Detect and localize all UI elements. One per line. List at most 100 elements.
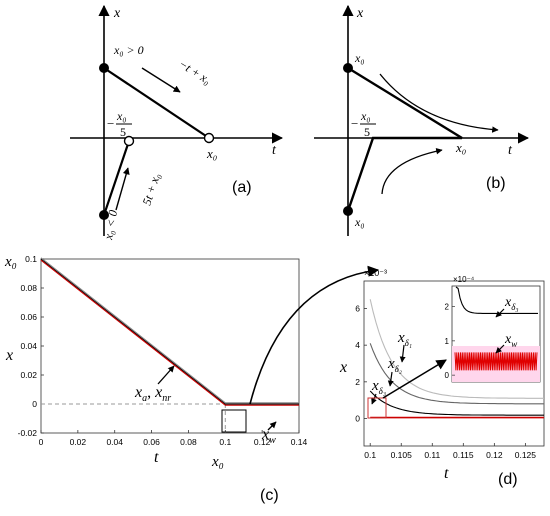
panel-a: x t x₀ > 0 x₀ < 0 −t + x₀ 5t + x₀ − x₀ 5…: [70, 4, 284, 242]
panel-c-ytick-label: 0.08: [20, 283, 37, 293]
panel-a-upper-arrow: [141, 67, 181, 93]
panel-c-y-label: x: [5, 347, 13, 364]
panel-a-t-label: t: [272, 143, 277, 158]
panel-a-frac-num: x₀: [116, 109, 127, 123]
panel-b-lower-line: [346, 136, 462, 212]
panel-b-frac-num: x₀: [360, 109, 371, 123]
panel-b-lower-curve-arrow: [381, 148, 443, 195]
panel-b: x t x₀ x₀ − x₀ 5 x₀ (b): [314, 4, 530, 236]
panel-d-xtick-label: 0.11: [424, 450, 440, 460]
panel-d-annotation-d2: xδ₂: [387, 356, 402, 374]
panel-a-lower-line: [102, 140, 131, 216]
panel-a-lower-arrow: [115, 167, 130, 211]
panel-b-upper-curve-arrow: [379, 73, 499, 133]
panel-d-annotation-d1: xδ₁: [397, 330, 412, 348]
panel-d-series-x-delta3: [369, 390, 544, 416]
panel-b-t-label: t: [508, 143, 513, 158]
panel-c-ytick-label: 0: [32, 399, 37, 409]
panel-c-zoom-box: [221, 409, 247, 433]
panel-d-inset-exponent: ×10⁻⁴: [453, 275, 475, 284]
panel-a-lower-end-dot: [123, 135, 135, 147]
panel-a-upper-end-dot: [203, 132, 215, 144]
panel-c-ytick-label: 0.04: [20, 341, 37, 351]
panel-d: 0.1 0.105 0.11 0.115 0.12 0.125 0 2 4 6 ×10⁻³ x t…: [339, 268, 545, 488]
panel-b-frac-minus: −: [351, 116, 358, 131]
panel-a-upper-start-dot: [99, 63, 109, 73]
panel-a-lower-expression: 5t + x₀: [140, 171, 163, 207]
panel-b-frac-den: 5: [364, 125, 370, 139]
panel-a-upper-expression: −t + x₀: [176, 57, 213, 87]
panel-c-xtick-label: 0: [39, 437, 44, 447]
panel-c-ytick-label: 0.06: [20, 312, 37, 322]
panel-c-xtick-label: 0.12: [254, 437, 271, 447]
panel-d-annotation-d3: xδ₃: [371, 378, 386, 396]
panel-c-ytick-label: -0.02: [18, 428, 38, 438]
panel-d-inset-w-label: xw: [504, 332, 517, 349]
panel-c-ticks: 0 0.02 0.04 0.06 0.08 0.1 0.12 0.14-0.0200.020.…: [18, 254, 308, 447]
panel-c-caption: (c): [260, 487, 279, 504]
panel-d-series-x-delta1: [369, 299, 544, 399]
panel-d-ytick-label: 0: [355, 414, 360, 424]
panel-a-upper-line: [103, 67, 210, 139]
panel-d-inset-ytick-label: 1: [445, 337, 450, 346]
panel-c-series: [40, 257, 299, 406]
panel-d-ticks: 0.1 0.105 0.11 0.115 0.12 0.125 0 2 4 6: [355, 304, 536, 461]
panel-d-ytick-label: 4: [355, 340, 360, 350]
panel-a-x0-tick: x₀: [206, 146, 217, 161]
panel-c-annotation-xw: xw: [261, 426, 276, 446]
panel-d-d3-arrow: [371, 393, 377, 405]
panel-d-inset-w-arrow: [495, 344, 505, 354]
panel-c-xtick-label: 0.02: [70, 437, 87, 447]
panel-d-d2-arrow: [387, 371, 394, 387]
panel-d-y-label: x: [339, 359, 347, 376]
panel-b-x0-tick: x₀: [455, 140, 466, 155]
panel-d-xtick-label: 0.12: [486, 450, 503, 460]
panel-a-frac-minus: −: [107, 116, 114, 131]
panel-c-xtick-label: 0.1: [219, 437, 231, 447]
panel-b-top-label: x₀: [354, 51, 365, 65]
panel-a-lower-start-dot: [99, 210, 109, 220]
panel-d-xtick-label: 0.1: [364, 450, 376, 460]
panel-d-ytick-label: 6: [355, 304, 360, 314]
panel-d-d1-arrow: [399, 344, 406, 363]
panel-d-xtick-label: 0.115: [453, 450, 474, 460]
panel-a-negative-label: x₀ < 0: [101, 209, 120, 242]
panel-c-annotation-arrow: [157, 365, 175, 385]
panel-d-inset-ytick-label: 2: [445, 303, 450, 312]
panel-c-x-label: t: [154, 449, 159, 466]
panel-c: 0 0.02 0.04 0.06 0.08 0.1 0.12 0.14-0.0200.020.…: [4, 254, 380, 504]
panel-d-x-label: t: [444, 465, 449, 482]
panel-c-xtick-label: 0.04: [106, 437, 123, 447]
panel-d-xtick-label: 0.105: [391, 450, 413, 460]
panel-d-inset-series-x-w: [454, 352, 538, 371]
panel-a-caption: (a): [232, 179, 252, 196]
panel-b-upper-line: [347, 66, 463, 140]
panel-c-series-x-w: [40, 257, 299, 404]
panel-d-caption: (d): [498, 471, 518, 488]
panel-b-x-label: x: [356, 6, 364, 21]
panel-c-plot-area: [40, 258, 300, 434]
panel-c-xw-arrow: [267, 421, 277, 431]
panel-c-series-x-nr: [40, 259, 299, 406]
panel-c-x0-bottom-label: x₀: [211, 454, 224, 470]
panel-c-ytick-label: 0.1: [25, 254, 37, 264]
panel-c-series-x-a: [40, 258, 299, 405]
panel-c-x0-top-label: x₀: [4, 254, 17, 270]
panel-a-positive-label: x₀ > 0: [113, 43, 144, 57]
panel-a-frac-den: 5: [120, 125, 126, 139]
panel-b-lower-dot: [343, 206, 353, 216]
panel-d-zoom-box: [367, 397, 387, 419]
panel-c-annotation-xa-xnr: xa, xnr: [134, 384, 171, 404]
panel-d-xtick-label: 0.125: [515, 450, 537, 460]
panel-d-inset-ytick-label: 0: [445, 371, 450, 380]
panel-d-exponent: ×10⁻³: [364, 268, 387, 278]
panel-a-x-label: x: [113, 6, 121, 21]
panel-c-xtick-label: 0.06: [143, 437, 160, 447]
panel-c-xtick-label: 0.08: [180, 437, 197, 447]
panel-d-ytick-label: 2: [355, 377, 360, 387]
panel-c-ytick-label: 0.02: [20, 370, 37, 380]
panel-d-inset-d3-label: xδ₃: [504, 295, 519, 312]
panel-b-caption: (b): [486, 175, 506, 192]
panel-c-zoom-arrow: [249, 265, 380, 405]
